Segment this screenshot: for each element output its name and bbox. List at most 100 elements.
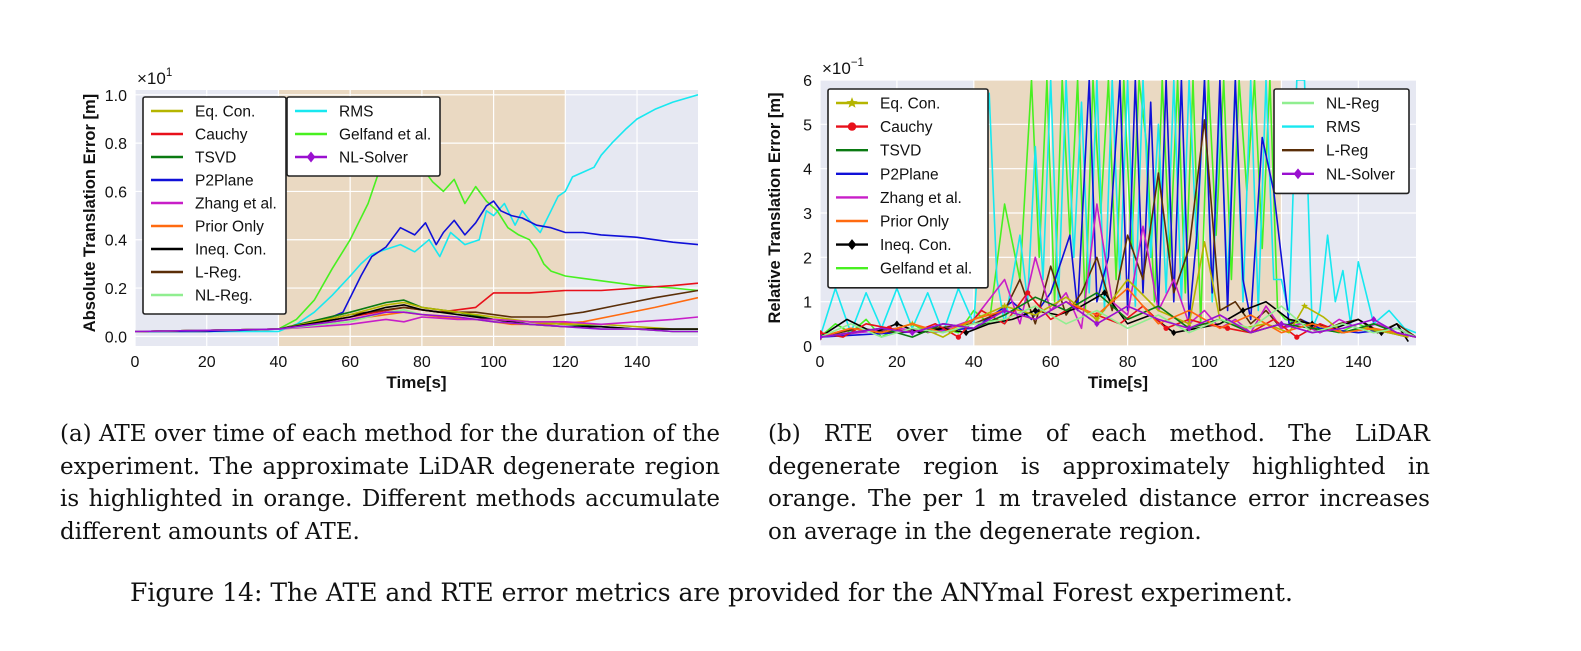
y-tick-label: 2	[803, 250, 812, 267]
y-axis-label: Absolute Translation Error [m]	[81, 94, 99, 332]
legend-label-tsvd: TSVD	[195, 150, 236, 167]
y-tick-label: 3	[803, 206, 812, 223]
data-point-cauchy	[820, 330, 823, 336]
data-point-nl-solver	[1370, 316, 1377, 323]
legend-label-gelfand-et-al: Gelfand et al.	[880, 261, 972, 278]
legend-label-gelfand-et-al: Gelfand et al.	[339, 127, 431, 144]
series-line-tsvd	[820, 291, 1416, 338]
y-tick-label: 5	[803, 117, 812, 134]
legend-label-rms: RMS	[339, 104, 373, 121]
data-point-nl-solver	[1278, 320, 1285, 328]
legend-label-rms: RMS	[1326, 119, 1360, 136]
data-point-eq-con	[1093, 315, 1101, 323]
legend-label-p2plane: P2Plane	[195, 173, 254, 190]
y-multiplier: ×10−1	[822, 57, 864, 78]
legend-marker-eq-con	[846, 97, 858, 108]
y-tick-label: 0.6	[105, 184, 127, 201]
legend-label-zhang-et-al: Zhang et al.	[880, 190, 962, 207]
data-point-ineq-con	[963, 329, 969, 337]
x-tick-label: 120	[552, 354, 579, 371]
data-point-nl-solver	[1001, 307, 1008, 314]
x-tick-label: 140	[624, 354, 651, 371]
y-tick-label: 6	[803, 73, 812, 90]
legend-box	[1273, 88, 1410, 195]
x-tick-label: 80	[413, 354, 431, 371]
legend-label-zhang-et-al: Zhang et al.	[195, 196, 277, 213]
data-point-cauchy	[1163, 325, 1169, 331]
chart-rte: 0 20 40 60 80 100 120 140 0 1 2 3 4 5 6 Time[s] Relative…	[766, 57, 1416, 392]
legend-box	[142, 96, 287, 315]
data-point-nl-solver	[1186, 324, 1192, 332]
data-point-nl-solver	[1094, 320, 1100, 328]
x-tick-label: 60	[1042, 354, 1060, 371]
legend-label-prior-only: Prior Only	[880, 214, 949, 231]
legend-label-nl-reg: NL-Reg	[1326, 96, 1379, 113]
x-tick-label: 100	[1191, 354, 1218, 371]
x-tick-label: 120	[1268, 354, 1295, 371]
legend-label-nl-solver: NL-Solver	[1326, 166, 1395, 183]
y-axis-label: Relative Translation Error [m]	[766, 92, 784, 323]
y-tick-label: 1	[803, 295, 812, 312]
data-point-ineq-con	[1378, 329, 1385, 337]
y-tick-label: 0.8	[105, 136, 127, 153]
legend-label-cauchy: Cauchy	[195, 127, 248, 144]
x-tick-label: 140	[1345, 354, 1372, 371]
legend-marker-nl-solver	[306, 151, 316, 163]
legend-legend-right: NL-Reg RMS L-Reg NL-Solver	[1273, 88, 1410, 195]
legend-label-nl-reg: NL-Reg.	[195, 288, 253, 305]
data-point-eq-con	[1301, 302, 1308, 309]
x-tick-label: 0	[816, 354, 825, 371]
legend-label-p2plane: P2Plane	[880, 166, 939, 183]
caption-b: (b) RTE over time of each method. The Li…	[768, 421, 1430, 545]
x-tick-label: 80	[1119, 354, 1137, 371]
x-tick-label: 20	[888, 354, 906, 371]
x-axis-label: Time[s]	[386, 373, 446, 392]
series-line-nl-solver	[135, 311, 698, 333]
y-tick-label: 0	[803, 339, 812, 356]
series-line-nl-solver	[820, 300, 1416, 338]
x-tick-label: 60	[341, 354, 359, 371]
data-point-nl-solver	[820, 333, 823, 341]
legend-box	[827, 88, 989, 289]
data-point-ineq-con	[1101, 289, 1108, 297]
y-tick-label: 4	[803, 162, 812, 179]
x-tick-label: 40	[270, 354, 288, 371]
legend-marker-ineq-con	[847, 239, 857, 251]
data-point-ineq-con	[1171, 329, 1177, 337]
data-point-eq-con	[1185, 320, 1193, 327]
chart-ate: 0 20 40 60 80 100 120 140 0.0 0.2 0.4 0.6 0.8 1.0 Time…	[81, 67, 698, 392]
legend-legend-left: Eq. Con. Cauchy TSVD P2Plane Zhang et al. Pri…	[827, 88, 989, 289]
y-multiplier: ×101	[137, 67, 172, 88]
legend-label-ineq-con: Ineq. Con.	[195, 242, 267, 259]
x-tick-label: 0	[131, 354, 140, 371]
data-point-cauchy	[1224, 325, 1231, 331]
legend-label-l-reg: L-Reg	[1326, 143, 1368, 160]
legend-label-ineq-con: Ineq. Con.	[880, 237, 952, 254]
series-line-rms	[135, 94, 698, 333]
legend-legend-col1: Eq. Con. Cauchy TSVD P2Plane Zhang et al. Pri…	[142, 96, 287, 315]
x-tick-label: 20	[198, 354, 216, 371]
legend-label-eq-con: Eq. Con.	[195, 104, 255, 121]
legend-marker-nl-solver	[1293, 168, 1303, 180]
legend-label-eq-con: Eq. Con.	[880, 96, 940, 113]
data-point-nl-solver	[909, 329, 915, 337]
legend-marker-cauchy	[847, 122, 857, 131]
data-point-cauchy	[1025, 290, 1031, 296]
series-line-eq-con	[135, 301, 698, 333]
data-point-eq-con	[1001, 302, 1008, 309]
figure-caption: Figure 14: The ATE and RTE error metrics…	[130, 578, 1293, 607]
legend-legend-col2: RMS Gelfand et al. NL-Solver	[286, 96, 441, 177]
y-tick-label: 0.4	[105, 233, 127, 250]
legend-label-l-reg: L-Reg.	[195, 265, 242, 282]
legend-label-prior-only: Prior Only	[195, 219, 264, 236]
series-group	[820, 80, 1416, 343]
y-tick-label: 0.2	[105, 281, 127, 298]
data-point-ineq-con	[1240, 307, 1246, 314]
data-point-ineq-con	[1032, 307, 1039, 314]
data-point-cauchy	[955, 334, 962, 340]
legend-label-tsvd: TSVD	[880, 143, 921, 160]
y-tick-label: 1.0	[105, 88, 127, 105]
y-tick-label: 0.0	[105, 329, 127, 346]
legend-label-cauchy: Cauchy	[880, 119, 933, 136]
